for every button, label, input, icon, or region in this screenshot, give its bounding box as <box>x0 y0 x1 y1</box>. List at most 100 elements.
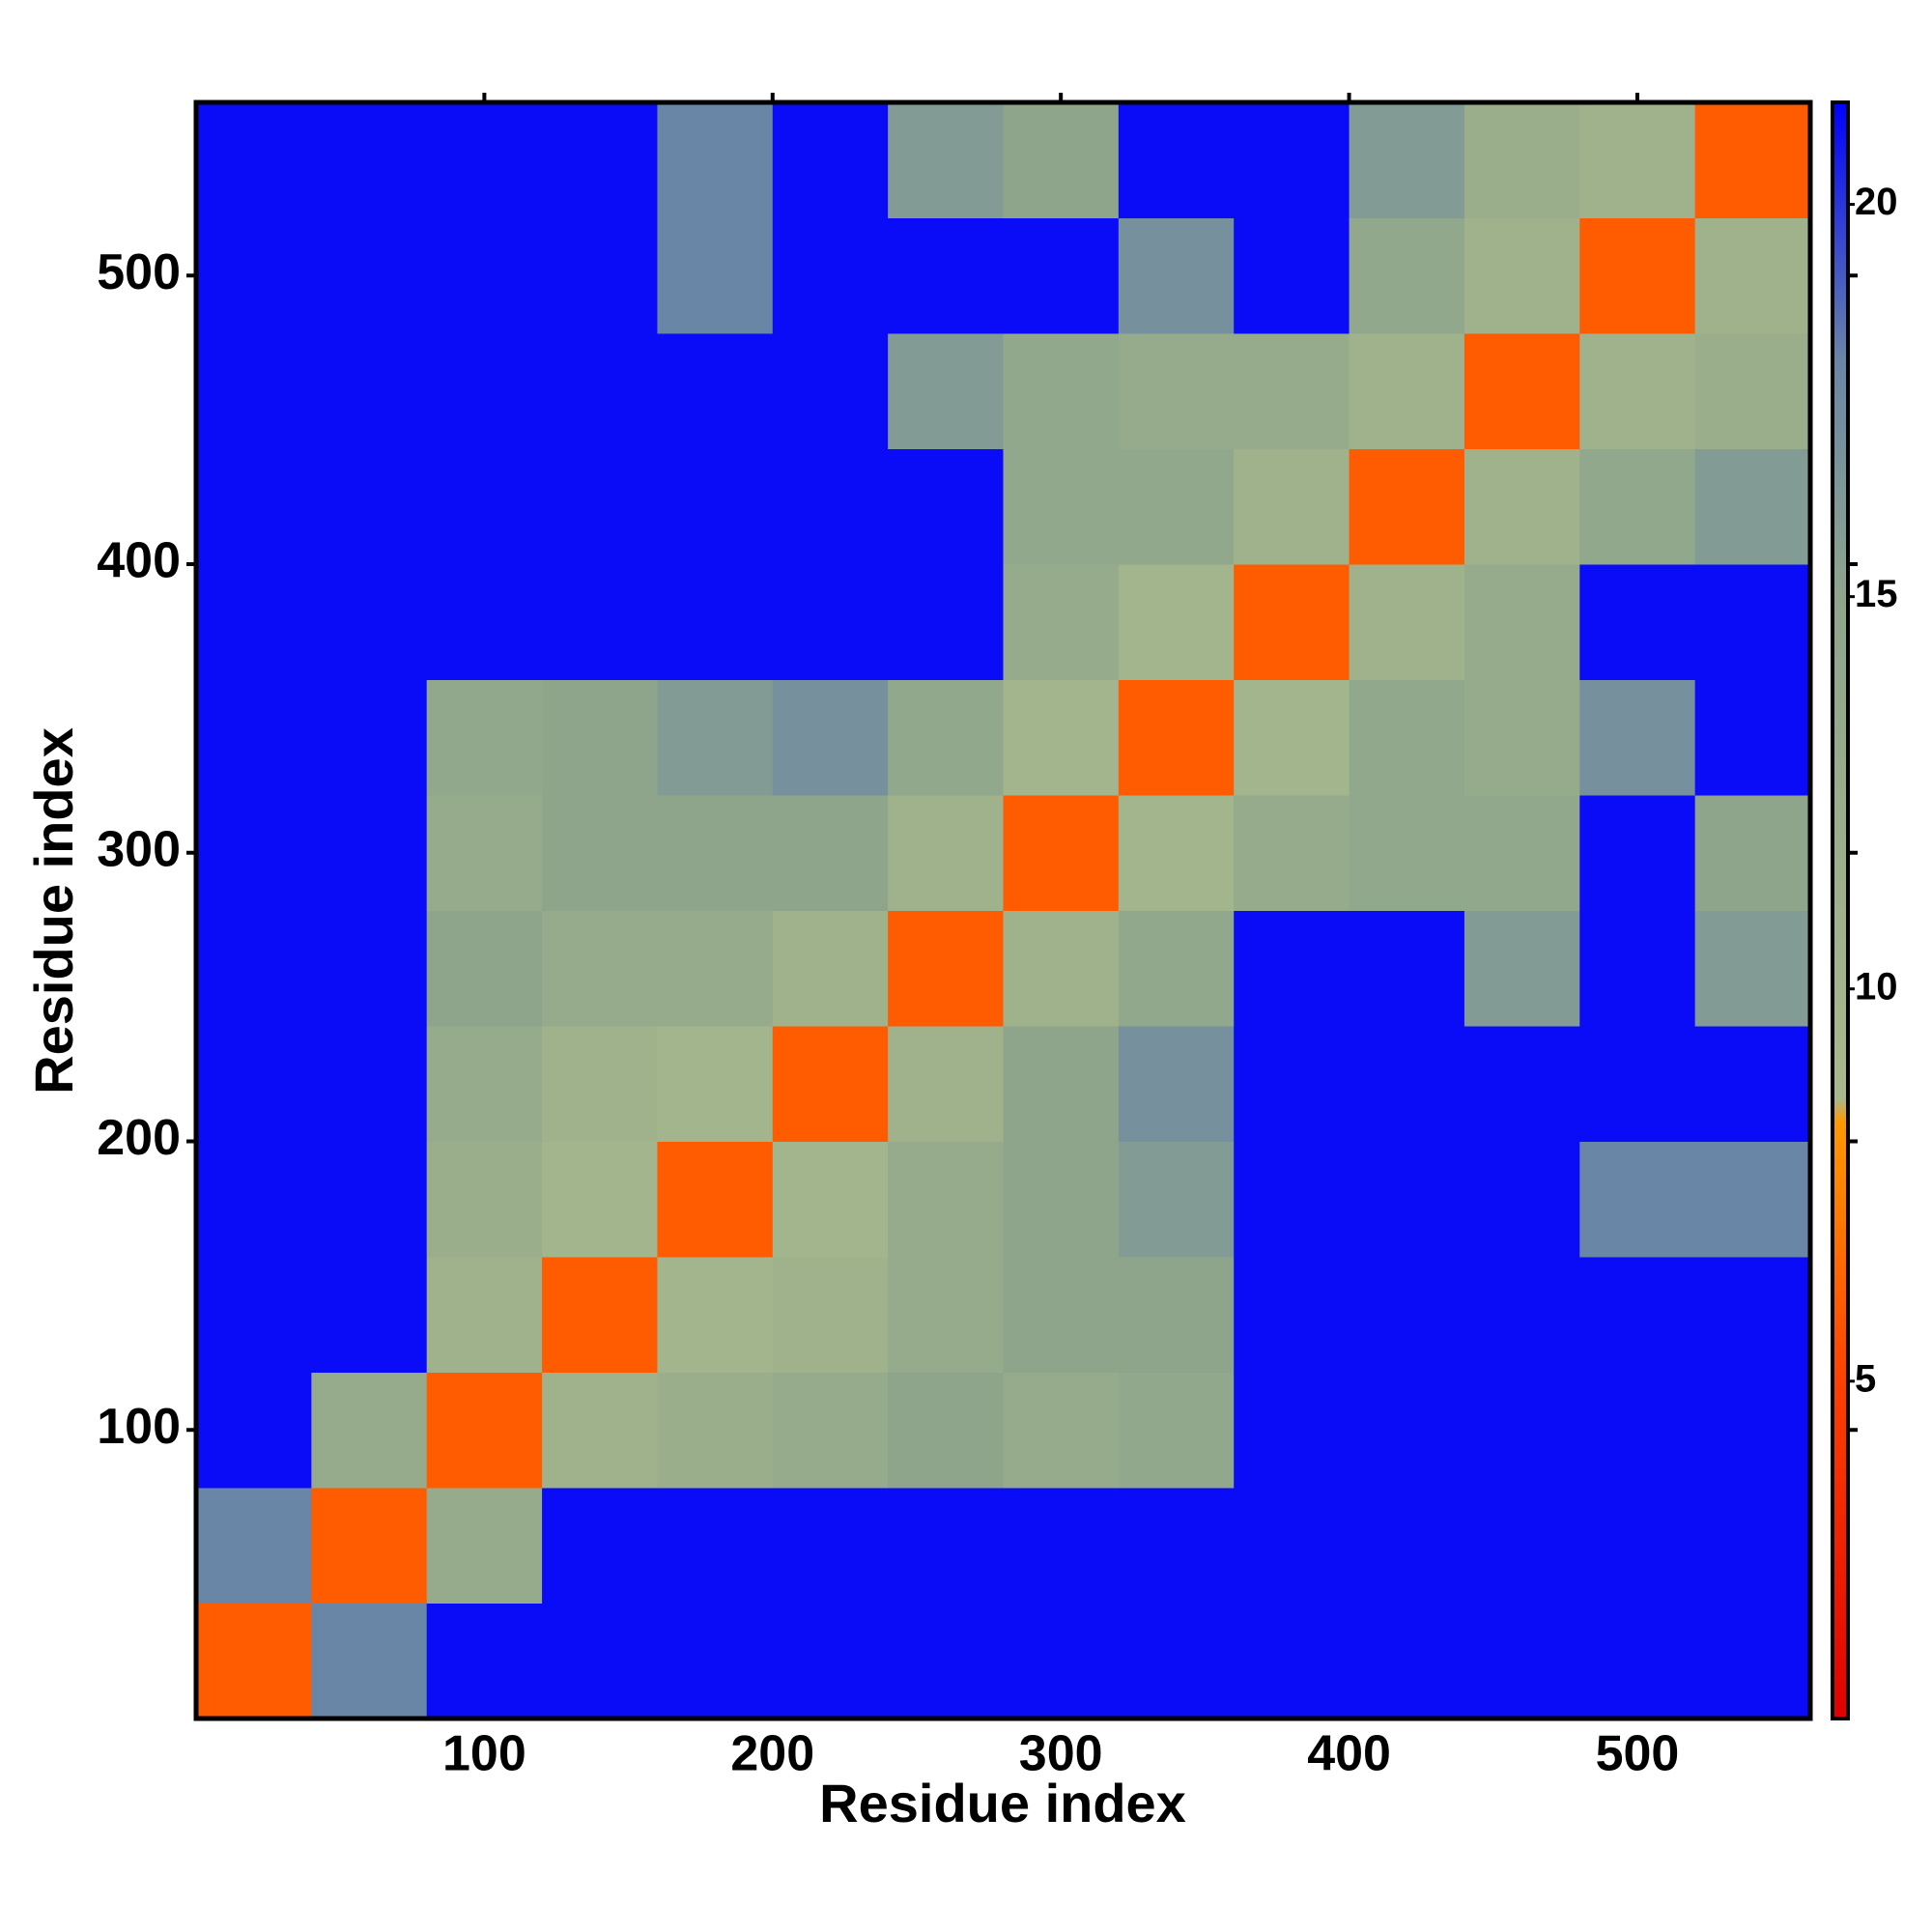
heatmap-cell <box>657 217 774 334</box>
heatmap-cell <box>1003 448 1120 565</box>
heatmap-cell <box>1118 795 1235 911</box>
heatmap-cell <box>1003 1257 1120 1373</box>
heatmap-cell <box>426 1141 543 1258</box>
heatmap-cell <box>1463 1372 1580 1489</box>
heatmap-cell <box>1694 333 1811 449</box>
heatmap-cell <box>1118 1372 1235 1489</box>
heatmap-cell <box>1349 448 1465 565</box>
heatmap-cell <box>196 217 312 334</box>
heatmap-cell <box>1003 1026 1120 1142</box>
heatmap-cell <box>1234 1603 1350 1719</box>
heatmap-cell <box>196 679 312 796</box>
heatmap-cell <box>657 1141 774 1258</box>
heatmap-cell <box>772 1488 889 1604</box>
heatmap-cell <box>1579 1257 1696 1373</box>
heatmap-cell <box>1118 448 1235 565</box>
heatmap-cell <box>196 1603 312 1719</box>
heatmap-cell <box>888 795 1004 911</box>
heatmap-cell <box>1234 448 1350 565</box>
heatmap-cell <box>426 795 543 911</box>
heatmap-cell <box>1234 333 1350 449</box>
heatmap-cell <box>542 564 658 680</box>
heatmap-cell <box>1234 679 1350 796</box>
heatmap-cell <box>1234 795 1350 911</box>
heatmap-cell <box>542 1372 658 1489</box>
heatmap-cell <box>196 564 312 680</box>
heatmap-cell <box>1463 795 1580 911</box>
heatmap-cell <box>426 1603 543 1719</box>
heatmap-cell <box>542 102 658 218</box>
heatmap-cell <box>1118 564 1235 680</box>
heatmap-cell <box>1579 1603 1696 1719</box>
x-tick-label: 200 <box>730 1726 814 1782</box>
heatmap-cell <box>311 564 428 680</box>
y-axis-title: Residue index <box>23 727 84 1094</box>
heatmap-cell <box>888 1026 1004 1142</box>
heatmap-cell <box>542 1026 658 1142</box>
colorbar <box>1831 100 1850 1720</box>
heatmap-cell <box>657 1488 774 1604</box>
y-tick-label: 100 <box>97 1399 181 1455</box>
heatmap-cell <box>1579 910 1696 1027</box>
heatmap-cell <box>657 333 774 449</box>
heatmap-cell <box>311 1603 428 1719</box>
heatmap-cell <box>311 1141 428 1258</box>
heatmap-cell <box>1003 1141 1120 1258</box>
heatmap-cell <box>1118 217 1235 334</box>
heatmap-cell <box>1118 1141 1235 1258</box>
heatmap-cell <box>196 1257 312 1373</box>
heatmap-cell <box>1349 1257 1465 1373</box>
heatmap-cell <box>542 1603 658 1719</box>
heatmap-cell <box>1579 448 1696 565</box>
heatmap-cell <box>888 1257 1004 1373</box>
heatmap-cell <box>1118 910 1235 1027</box>
heatmap-cell <box>1349 1141 1465 1258</box>
heatmap-cell <box>657 679 774 796</box>
heatmap-cell <box>1003 910 1120 1027</box>
heatmap-cell <box>888 1372 1004 1489</box>
heatmap-cell <box>1234 1257 1350 1373</box>
heatmap-cell <box>1234 1488 1350 1604</box>
heatmap-cell <box>657 1257 774 1373</box>
colorbar-tick-label: 15 <box>1855 573 1898 615</box>
heatmap-cell <box>888 679 1004 796</box>
heatmap-cell <box>1463 1488 1580 1604</box>
heatmap-cell <box>1694 102 1811 218</box>
y-tick-label: 200 <box>97 1110 181 1166</box>
heatmap-cell <box>772 679 889 796</box>
heatmap-cell <box>657 795 774 911</box>
heatmap-cell <box>196 1372 312 1489</box>
heatmap-cell <box>542 1257 658 1373</box>
colorbar-tick-label: 20 <box>1855 181 1898 223</box>
heatmap-cell <box>1579 795 1696 911</box>
heatmap-cell <box>1003 217 1120 334</box>
heatmap-cell <box>1463 448 1580 565</box>
heatmap-cell <box>196 795 312 911</box>
heatmap-cell <box>772 564 889 680</box>
x-tick-label: 400 <box>1307 1726 1391 1782</box>
heatmap-cell <box>426 333 543 449</box>
heatmap-cell <box>426 217 543 334</box>
heatmap-cell <box>1579 1026 1696 1142</box>
heatmap-cell <box>1694 795 1811 911</box>
heatmap-cell <box>542 1488 658 1604</box>
heatmap-cell <box>1349 1603 1465 1719</box>
heatmap-cell <box>542 217 658 334</box>
heatmap-cell <box>772 1026 889 1142</box>
heatmap-cell <box>772 217 889 334</box>
heatmap-cell <box>426 564 543 680</box>
heatmap-cell <box>888 1603 1004 1719</box>
heatmap-cell <box>1694 1026 1811 1142</box>
heatmap-cell <box>311 795 428 911</box>
heatmap-cell <box>1579 102 1696 218</box>
heatmap-cell <box>311 679 428 796</box>
heatmap-cell <box>1234 102 1350 218</box>
heatmap-cell <box>426 910 543 1027</box>
heatmap-cell <box>311 102 428 218</box>
heatmap-cell <box>1694 1372 1811 1489</box>
heatmap-cell <box>1694 1488 1811 1604</box>
heatmap-cell <box>1349 333 1465 449</box>
x-tick-label: 500 <box>1596 1726 1680 1782</box>
heatmap-cell <box>888 102 1004 218</box>
heatmap-cell <box>1003 679 1120 796</box>
